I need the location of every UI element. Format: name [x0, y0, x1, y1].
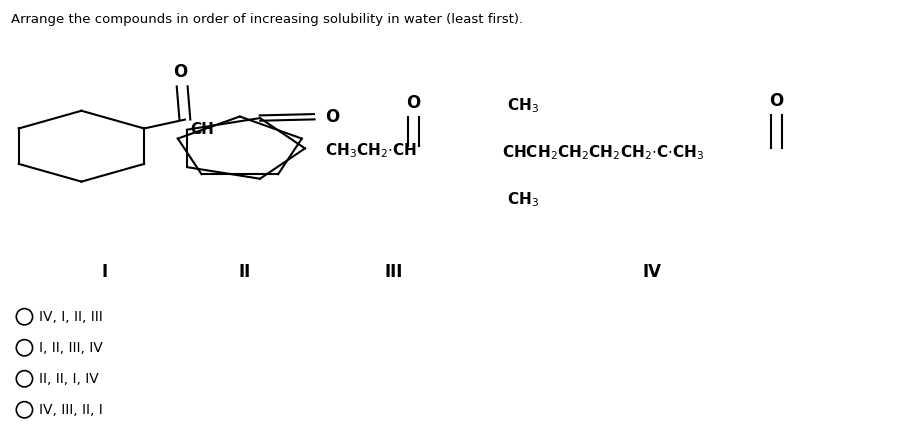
Text: CH: CH [190, 122, 214, 137]
Text: IV, I, II, III: IV, I, II, III [39, 310, 102, 324]
Text: Arrange the compounds in order of increasing solubility in water (least first).: Arrange the compounds in order of increa… [11, 13, 523, 26]
Text: O: O [325, 108, 339, 126]
Text: O: O [406, 94, 421, 112]
Text: CH$_3$CH$_2$$\cdot$CH: CH$_3$CH$_2$$\cdot$CH [325, 141, 417, 160]
Text: I: I [101, 264, 107, 281]
Text: II, II, I, IV: II, II, I, IV [39, 372, 99, 386]
Text: O: O [769, 92, 784, 110]
Text: II: II [238, 264, 251, 281]
Text: O: O [173, 63, 187, 81]
Text: IV: IV [643, 264, 661, 281]
Text: III: III [385, 264, 403, 281]
Text: CH$_3$: CH$_3$ [507, 190, 538, 209]
Text: CHCH$_2$CH$_2$CH$_2$CH$_2$$\cdot$C$\cdot$CH$_3$: CHCH$_2$CH$_2$CH$_2$CH$_2$$\cdot$C$\cdot… [502, 144, 704, 162]
Text: CH$_3$: CH$_3$ [507, 97, 538, 115]
Text: IV, III, II, I: IV, III, II, I [39, 403, 102, 417]
Text: I, II, III, IV: I, II, III, IV [39, 341, 102, 355]
